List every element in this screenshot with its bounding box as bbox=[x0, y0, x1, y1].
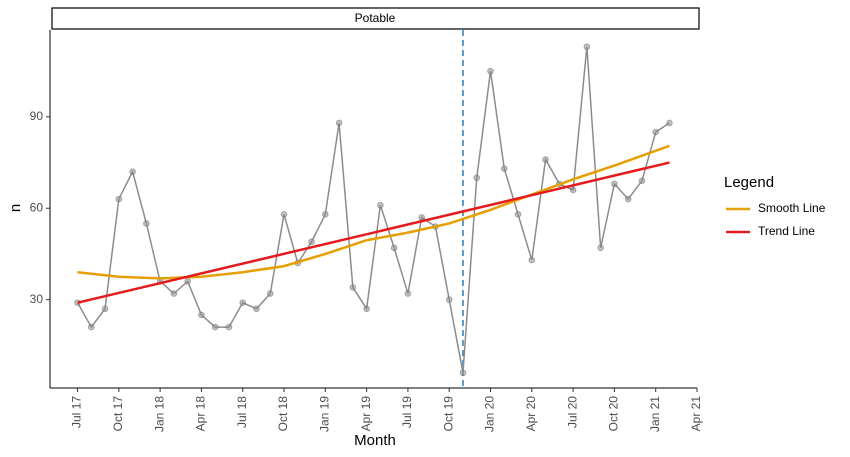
observed-line bbox=[76, 46, 670, 373]
x-tick-label: Jul 20 bbox=[565, 396, 579, 428]
data-point bbox=[280, 211, 288, 218]
data-point bbox=[211, 323, 219, 331]
legend-label: Smooth Line bbox=[758, 201, 826, 215]
x-tick-label: Apr 20 bbox=[524, 396, 538, 432]
data-point bbox=[597, 244, 604, 252]
x-tick-label: Apr 21 bbox=[689, 396, 703, 432]
x-tick-label: Jul 19 bbox=[400, 396, 414, 428]
y-tick-label: 90 bbox=[30, 109, 44, 123]
x-tick-label: Jan 20 bbox=[483, 396, 497, 432]
y-axis-title: n bbox=[7, 204, 24, 212]
data-point bbox=[666, 119, 673, 127]
x-tick-label: Apr 18 bbox=[194, 396, 208, 432]
x-tick-label: Jan 18 bbox=[152, 396, 166, 432]
data-point bbox=[611, 180, 618, 188]
x-tick-label: Oct 17 bbox=[111, 396, 125, 432]
data-point bbox=[253, 305, 260, 313]
x-tick-label: Oct 19 bbox=[441, 396, 455, 432]
y-tick-label: 30 bbox=[30, 292, 44, 306]
data-point bbox=[239, 299, 247, 306]
data-point bbox=[115, 195, 123, 203]
data-point bbox=[266, 290, 274, 297]
x-axis-title: Month bbox=[354, 432, 396, 449]
data-point bbox=[528, 256, 536, 264]
data-point bbox=[459, 369, 467, 377]
data-point bbox=[404, 290, 412, 297]
data-point bbox=[349, 284, 357, 291]
series-line bbox=[77, 144, 670, 280]
data-point bbox=[418, 214, 425, 221]
data-point bbox=[390, 244, 398, 252]
x-tick-label: Jan 21 bbox=[648, 396, 662, 432]
data-point bbox=[101, 305, 109, 313]
data-point bbox=[377, 201, 384, 209]
x-tick-label: Oct 20 bbox=[607, 396, 621, 432]
data-point bbox=[445, 296, 453, 303]
data-point bbox=[129, 168, 136, 175]
facet-strip bbox=[51, 7, 700, 30]
data-point bbox=[500, 165, 508, 172]
data-point bbox=[198, 311, 205, 319]
data-point bbox=[487, 67, 494, 75]
facet-label: Potable bbox=[355, 11, 396, 25]
x-tick-label: Jul 18 bbox=[235, 396, 249, 428]
data-point bbox=[473, 174, 481, 182]
data-point bbox=[335, 119, 343, 127]
data-point bbox=[87, 323, 95, 331]
y-tick-label: 60 bbox=[30, 200, 44, 214]
data-point bbox=[638, 177, 646, 185]
x-tick-label: Jan 19 bbox=[317, 396, 331, 432]
data-point bbox=[569, 186, 577, 194]
x-tick-label: Jul 17 bbox=[70, 396, 84, 428]
data-point bbox=[583, 43, 591, 51]
legend-label: Trend Line bbox=[758, 224, 815, 238]
legend-title: Legend bbox=[724, 174, 774, 191]
x-tick-label: Oct 18 bbox=[276, 396, 290, 432]
data-point bbox=[143, 220, 150, 227]
data-point bbox=[624, 195, 632, 203]
data-point bbox=[322, 211, 329, 218]
data-point bbox=[225, 323, 233, 331]
data-point bbox=[542, 156, 549, 163]
data-point bbox=[514, 211, 522, 218]
x-tick-label: Apr 19 bbox=[359, 396, 373, 432]
data-point bbox=[184, 278, 191, 285]
data-point bbox=[308, 238, 315, 246]
data-point bbox=[363, 305, 370, 313]
data-point bbox=[170, 290, 178, 297]
data-point bbox=[652, 128, 660, 136]
series-line bbox=[77, 161, 670, 304]
